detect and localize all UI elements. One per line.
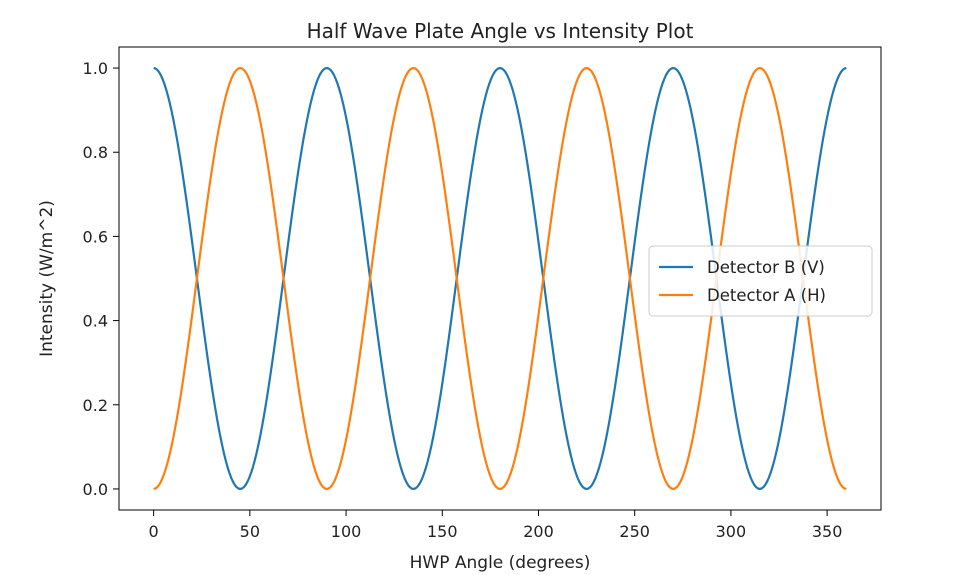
series-line-detector-a (153, 66, 847, 491)
legend-label: Detector A (H) (707, 286, 826, 305)
legend-label: Detector B (V) (707, 258, 825, 277)
legend: Detector B (V) Detector A (H) (648, 245, 873, 317)
y-tick-label: 0.8 (83, 143, 108, 162)
y-tick-label: 0.0 (83, 480, 108, 499)
plot-frame (118, 46, 882, 511)
x-tick-label: 0 (149, 522, 159, 541)
x-tick-label: 150 (427, 522, 458, 541)
y-axis: 0.0 0.2 0.4 0.6 0.8 1.0 (83, 59, 119, 499)
x-tick-label: 300 (716, 522, 747, 541)
y-tick-label: 0.4 (83, 312, 108, 331)
chart-title: Half Wave Plate Angle vs Intensity Plot (307, 19, 694, 43)
y-axis-title: Intensity (W/m^2) (37, 200, 57, 357)
x-axis-title: HWP Angle (degrees) (410, 553, 591, 573)
x-tick-label: 50 (240, 522, 260, 541)
x-tick-label: 200 (523, 522, 554, 541)
y-tick-label: 0.6 (83, 227, 108, 246)
y-tick-label: 0.2 (83, 396, 108, 415)
x-tick-label: 350 (812, 522, 843, 541)
legend-box (648, 245, 873, 317)
x-axis: 0 50 100 150 200 250 300 350 (149, 510, 843, 541)
y-tick-label: 1.0 (83, 59, 108, 78)
plot-area (153, 66, 847, 491)
x-tick-label: 250 (619, 522, 650, 541)
series-line-detector-b (153, 66, 847, 491)
x-tick-label: 100 (331, 522, 362, 541)
